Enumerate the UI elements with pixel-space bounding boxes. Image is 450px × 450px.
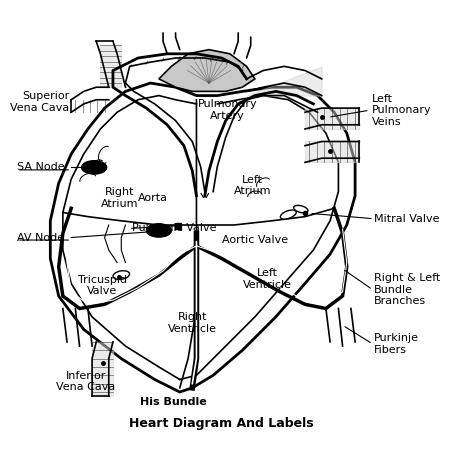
Ellipse shape bbox=[280, 210, 296, 219]
Text: Heart Diagram And Labels: Heart Diagram And Labels bbox=[129, 417, 314, 430]
Ellipse shape bbox=[294, 205, 308, 213]
Polygon shape bbox=[159, 50, 255, 91]
Text: Left
Atrium: Left Atrium bbox=[234, 175, 271, 196]
Ellipse shape bbox=[146, 224, 171, 237]
Text: Inferior
Vena Cava: Inferior Vena Cava bbox=[56, 371, 116, 392]
Text: Purkinje
Fibers: Purkinje Fibers bbox=[374, 333, 419, 355]
Text: Right
Atrium: Right Atrium bbox=[100, 187, 138, 209]
Text: Tricuspid
Valve: Tricuspid Valve bbox=[78, 275, 127, 297]
Text: Pulmonic Valve: Pulmonic Valve bbox=[132, 223, 216, 234]
Ellipse shape bbox=[81, 161, 107, 174]
Ellipse shape bbox=[113, 271, 130, 279]
Text: His Bundle: His Bundle bbox=[140, 397, 207, 407]
Text: Aortic Valve: Aortic Valve bbox=[222, 234, 288, 245]
Text: AV Node: AV Node bbox=[17, 233, 64, 243]
Text: Right
Ventricle: Right Ventricle bbox=[168, 312, 217, 334]
Text: Mitral Valve: Mitral Valve bbox=[374, 214, 439, 224]
Text: Pulmonary
Artery: Pulmonary Artery bbox=[198, 99, 257, 121]
Text: Right & Left
Bundle
Branches: Right & Left Bundle Branches bbox=[374, 273, 440, 306]
Polygon shape bbox=[50, 83, 355, 392]
Text: Aorta: Aorta bbox=[138, 193, 167, 203]
Text: SA Node: SA Node bbox=[17, 162, 64, 172]
Text: Left
Pulmonary
Veins: Left Pulmonary Veins bbox=[372, 94, 432, 127]
Text: Superior
Vena Cava: Superior Vena Cava bbox=[10, 91, 69, 112]
Text: Left
Ventricle: Left Ventricle bbox=[243, 269, 292, 290]
